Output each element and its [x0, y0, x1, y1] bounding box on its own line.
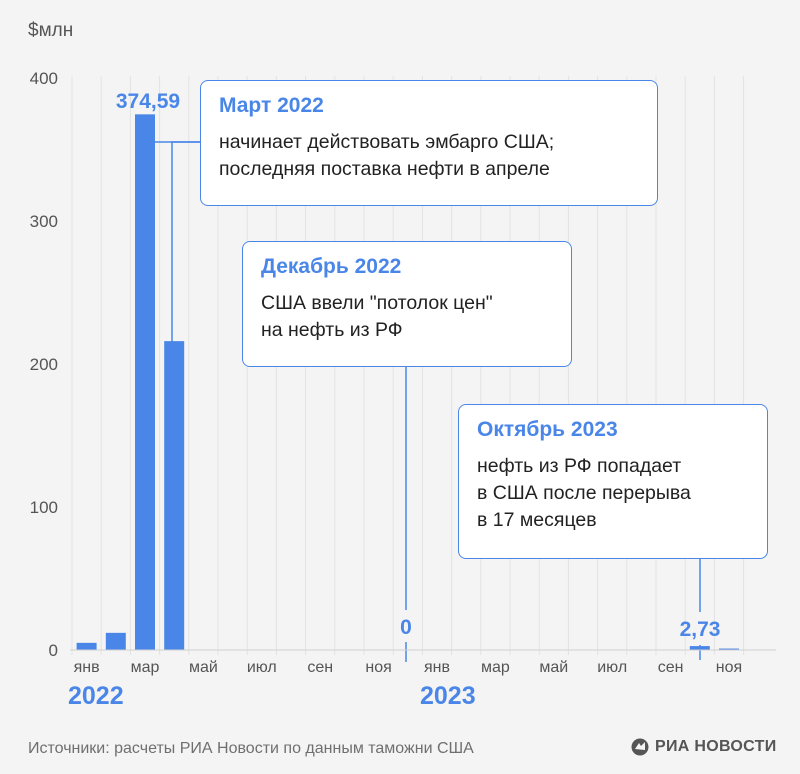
source-note: Источники: расчеты РИА Новости по данным…	[28, 740, 474, 757]
bar	[719, 648, 739, 650]
bar	[76, 642, 97, 650]
data-label: 374,59	[116, 90, 180, 113]
y-tick-label: 200	[30, 355, 58, 374]
y-axis-label: $млн	[28, 20, 73, 41]
callout-title: Октябрь 2023	[477, 418, 618, 441]
x-tick-label: мар	[481, 659, 510, 676]
x-tick-label: янв	[74, 659, 100, 676]
callout-title: Декабрь 2022	[261, 255, 402, 278]
y-tick-label: 0	[49, 641, 58, 660]
connector-line	[149, 118, 200, 143]
y-tick-label: 400	[30, 69, 58, 88]
callout-march-2022: Март 2022 начинает действовать эмбарго С…	[200, 80, 658, 206]
callout-title: Март 2022	[219, 94, 324, 117]
callout-text-line: начинает действовать эмбарго США;	[219, 131, 555, 153]
connector-line	[171, 141, 200, 342]
x-tick-label: ноя	[365, 659, 391, 676]
callout-october-2023: Октябрь 2023 нефть из РФ попадает в США …	[458, 404, 768, 559]
data-label: 0	[400, 616, 412, 639]
x-tick-label: май	[189, 659, 218, 676]
ria-logo: РИА НОВОСТИ	[630, 737, 777, 757]
callout-december-2022: Декабрь 2022 США ввели "потолок цен" на …	[242, 241, 572, 367]
x-tick-label: сен	[307, 659, 333, 676]
bar	[164, 341, 185, 650]
year-label: 2023	[420, 682, 476, 710]
bar	[135, 114, 155, 650]
x-tick-label: ноя	[716, 659, 742, 676]
bar	[105, 632, 126, 650]
data-label: 2,73	[680, 618, 721, 641]
data-labels: 374,59 0 2,73	[116, 90, 721, 641]
y-tick-label: 100	[30, 498, 58, 517]
bar	[689, 646, 710, 650]
callout-text-line: в США после перерыва	[477, 482, 691, 504]
x-tick-label: янв	[424, 659, 450, 676]
x-tick-label: июл	[597, 659, 627, 676]
year-label: 2022	[68, 682, 124, 710]
callout-text-line: в 17 месяцев	[477, 509, 597, 531]
bars	[76, 114, 739, 650]
callout-text-line: на нефть из РФ	[261, 319, 403, 341]
y-tick-label: 300	[30, 212, 58, 231]
x-tick-label: июл	[247, 659, 277, 676]
x-tick-label: мар	[131, 659, 160, 676]
ria-logo-icon	[631, 738, 649, 756]
callout-text-line: последняя поставка нефти в апреле	[219, 158, 550, 180]
x-tick-label: май	[539, 659, 568, 676]
callout-text-line: нефть из РФ попадает	[477, 455, 682, 477]
x-tick-label: сен	[658, 659, 684, 676]
callout-text-line: США ввели "потолок цен"	[261, 292, 493, 314]
axes: $млн 0 100 200 300 400 янв мар май июл сен ноя янв ма…	[28, 20, 776, 710]
ria-logo-text: РИА НОВОСТИ	[655, 738, 777, 755]
